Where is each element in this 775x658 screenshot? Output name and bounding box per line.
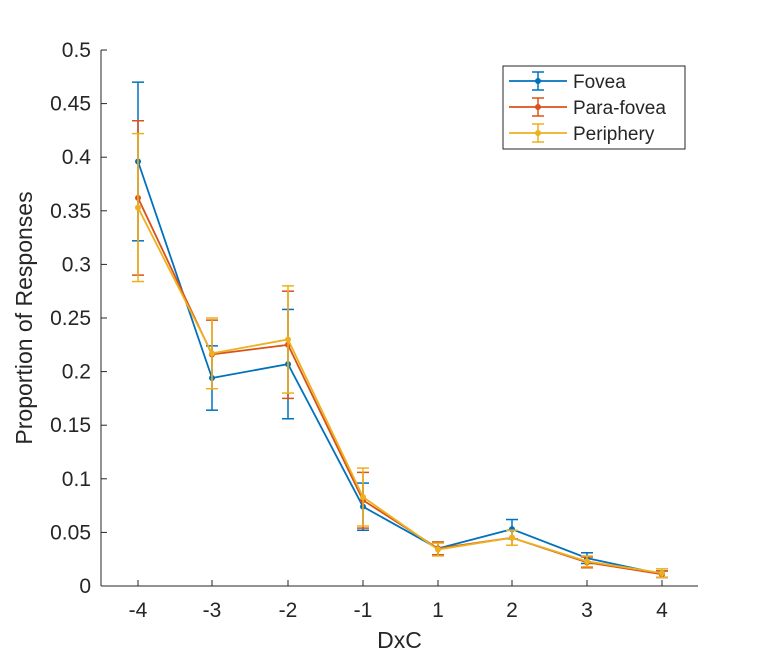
data-point	[285, 336, 291, 343]
y-tick-label: 0.1	[62, 468, 91, 491]
y-tick-label: 0.35	[50, 200, 91, 223]
y-tick-label: 0.2	[62, 361, 91, 384]
legend-label: Periphery	[573, 124, 655, 145]
legend-label: Fovea	[573, 72, 626, 93]
x-tick-label: -4	[129, 599, 148, 622]
series-periphery	[132, 132, 668, 579]
y-tick-label: 0.15	[50, 414, 91, 437]
series-layer	[132, 81, 668, 579]
y-tick-label: 0.05	[50, 521, 91, 544]
x-tick-label: -3	[203, 599, 222, 622]
x-tick-label: -2	[279, 599, 298, 622]
x-tick-label: 1	[432, 599, 444, 622]
data-point	[135, 204, 141, 211]
y-tick-label: 0.45	[50, 93, 91, 116]
data-point	[360, 494, 366, 501]
legend-marker	[535, 78, 541, 84]
legend-marker	[535, 104, 541, 110]
legend-item: Fovea	[509, 71, 626, 93]
legend-marker	[535, 130, 541, 136]
series-line	[137, 161, 663, 576]
series-line	[137, 207, 663, 575]
x-tick-label: 4	[656, 599, 668, 622]
legend: Fovea Para-fovea Periphery	[502, 65, 686, 150]
legend-item: Para-fovea	[509, 97, 666, 119]
legend-item: Periphery	[509, 123, 655, 145]
data-point	[509, 534, 515, 541]
y-tick-label: 0.5	[62, 39, 91, 62]
y-tick-label: 0	[79, 575, 91, 598]
legend-label: Para-fovea	[573, 98, 666, 119]
x-tick-label: 3	[581, 599, 593, 622]
y-tick-label: 0.4	[62, 146, 92, 169]
data-point	[435, 546, 441, 553]
series-line	[137, 197, 663, 576]
x-tick-label: 2	[506, 599, 518, 622]
data-point	[659, 570, 665, 577]
x-tick-label: -1	[354, 599, 373, 622]
axes: 0 0.05 0.1 0.15 0.2 0.25 0.3 0.35 0.4 0.45 0.5 -4 -3…	[50, 39, 698, 622]
y-tick-label: 0.25	[50, 307, 91, 330]
data-point	[209, 350, 215, 357]
y-axis-label: Proportion of Responses	[11, 191, 37, 444]
y-tick-label: 0.3	[62, 253, 91, 276]
x-axis-label: DxC	[377, 627, 422, 653]
data-point	[584, 558, 590, 565]
